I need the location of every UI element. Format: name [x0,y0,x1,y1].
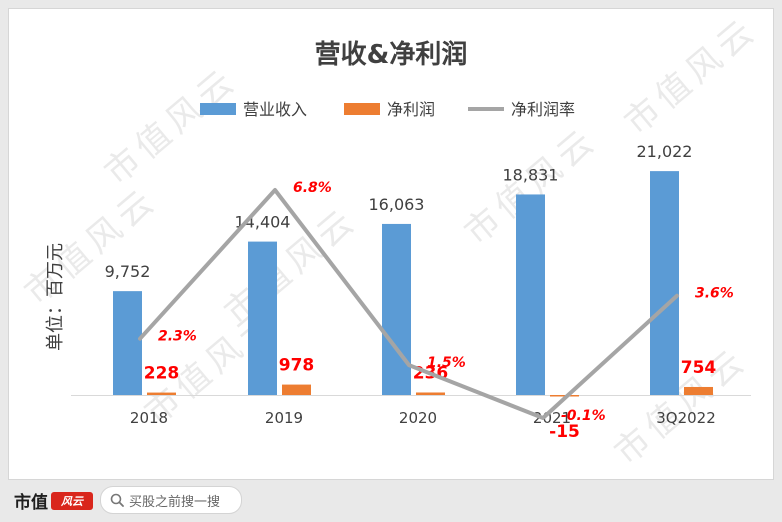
data-label-margin: -0.1% [561,408,606,424]
x-tick-label: 2019 [265,409,303,427]
legend-swatch-revenue [200,103,236,115]
data-label-revenue: 16,063 [369,195,425,214]
bar-revenue [650,171,679,395]
legend-label-revenue: 营业收入 [243,100,307,119]
chart-card: 市值风云 市值风云 市值风云 市值风云 市值风云 市值风云 市值风云 营收&净利… [8,8,774,480]
chart-title: 营收&净利润 [315,39,468,70]
search-icon [110,493,124,507]
legend-swatch-net-profit [344,103,380,115]
data-label-revenue: 14,404 [235,213,291,232]
data-label-margin: 2.3% [158,329,197,345]
bar-net-profit [282,384,311,395]
footer: 市值 风云 买股之前搜一搜 [0,480,782,522]
x-tick-label: 2018 [130,409,168,427]
bar-net-profit [416,392,445,395]
data-label-net-profit: 228 [144,364,180,384]
x-tick-label: 2021 [533,409,571,427]
search-box[interactable]: 买股之前搜一搜 [100,486,242,514]
y-axis-label: 单位：百万元 [45,243,66,351]
search-placeholder: 买股之前搜一搜 [129,494,221,510]
brand-logo[interactable]: 市值 风云 [14,488,93,513]
bar-net-profit [147,392,176,395]
legend-label-net-profit: 净利润 [387,100,435,119]
data-label-revenue: 18,831 [503,165,559,184]
data-label-margin: 6.8% [293,180,332,196]
legend-label-margin: 净利润率 [511,100,575,119]
data-label-margin: 3.6% [695,286,734,302]
x-tick-label: 2020 [399,409,437,427]
data-label-net-profit: 978 [279,356,315,376]
bar-revenue [382,223,411,395]
data-label-revenue: 21,022 [637,142,693,161]
data-label-net-profit: -15 [549,422,580,442]
bar-revenue [248,241,277,395]
data-label-margin: 1.5% [427,355,466,371]
x-tick-label: 3Q2022 [656,409,716,427]
data-label-net-profit: 754 [681,358,717,378]
bar-revenue [113,291,142,395]
data-label-revenue: 9,752 [105,262,151,281]
brand-name: 市值 [14,493,48,513]
bar-net-profit [684,386,713,395]
brand-logo-mark: 风云 [51,491,93,510]
bar-revenue [516,194,545,395]
